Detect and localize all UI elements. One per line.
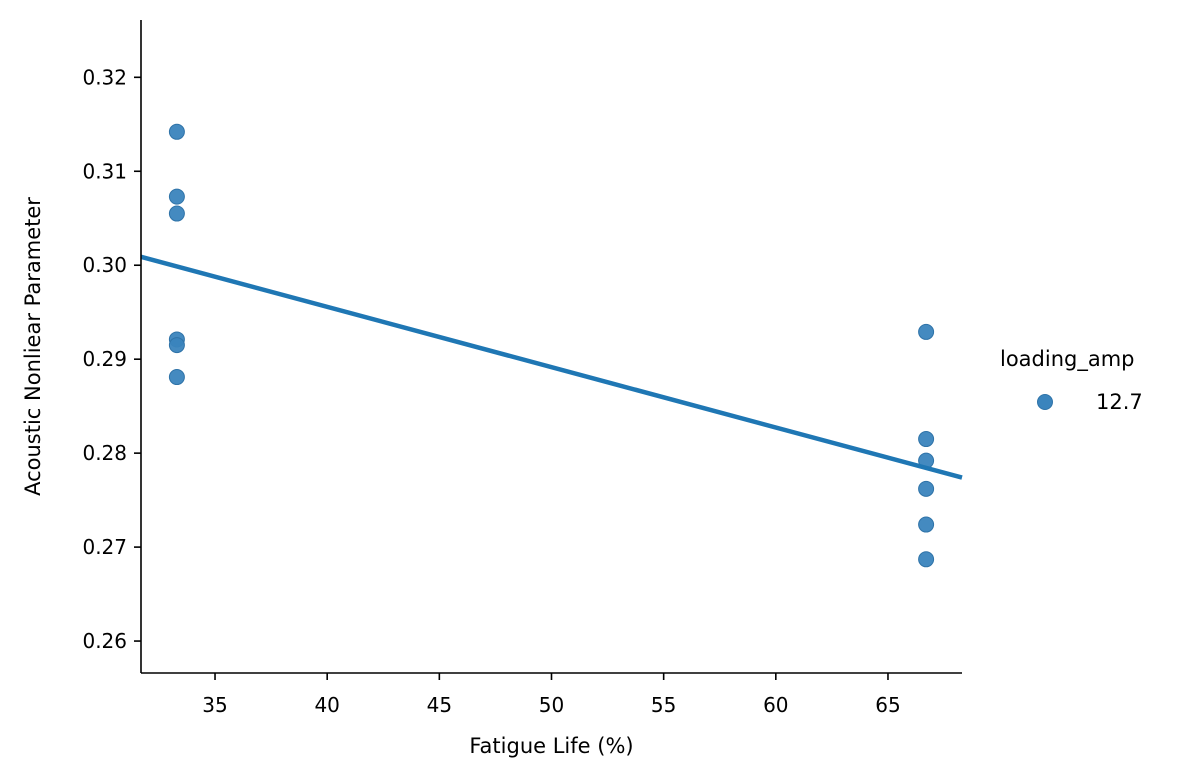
x-tick-label: 45 bbox=[427, 693, 452, 717]
y-tick-label: 0.28 bbox=[82, 441, 127, 465]
legend: loading_amp 12.7 bbox=[1000, 347, 1143, 414]
y-tick-label: 0.32 bbox=[82, 65, 127, 89]
data-point bbox=[168, 369, 185, 386]
legend-marker bbox=[1037, 394, 1053, 410]
x-tick-label: 40 bbox=[314, 693, 339, 717]
data-point bbox=[918, 551, 935, 568]
x-tick-label: 35 bbox=[202, 693, 227, 717]
x-tick-label: 65 bbox=[875, 693, 900, 717]
plot-area bbox=[140, 123, 963, 568]
x-axis-ticks: 35 40 45 50 55 60 65 bbox=[202, 673, 901, 717]
data-point bbox=[168, 188, 185, 205]
data-point bbox=[168, 337, 185, 354]
y-tick-label: 0.29 bbox=[82, 347, 127, 371]
y-axis-label: Acoustic Nonliear Parameter bbox=[21, 197, 45, 496]
data-point bbox=[168, 205, 185, 222]
x-tick-label: 50 bbox=[539, 693, 564, 717]
legend-title: loading_amp bbox=[1000, 347, 1135, 372]
regression-line bbox=[140, 254, 963, 480]
data-point bbox=[918, 431, 935, 448]
y-tick-label: 0.26 bbox=[82, 629, 127, 653]
legend-entry-label: 12.7 bbox=[1096, 390, 1143, 414]
y-tick-label: 0.30 bbox=[82, 253, 127, 277]
x-axis-label: Fatigue Life (%) bbox=[469, 734, 633, 758]
data-points bbox=[168, 123, 935, 568]
data-point bbox=[918, 323, 935, 340]
y-tick-label: 0.31 bbox=[82, 159, 127, 183]
y-axis-ticks: 0.26 0.27 0.28 0.29 0.30 0.31 0.32 bbox=[82, 65, 141, 653]
data-point bbox=[918, 480, 935, 497]
x-tick-label: 60 bbox=[763, 693, 788, 717]
x-tick-label: 55 bbox=[651, 693, 676, 717]
data-point bbox=[918, 516, 935, 533]
y-tick-label: 0.27 bbox=[82, 535, 127, 559]
data-point bbox=[168, 123, 185, 140]
